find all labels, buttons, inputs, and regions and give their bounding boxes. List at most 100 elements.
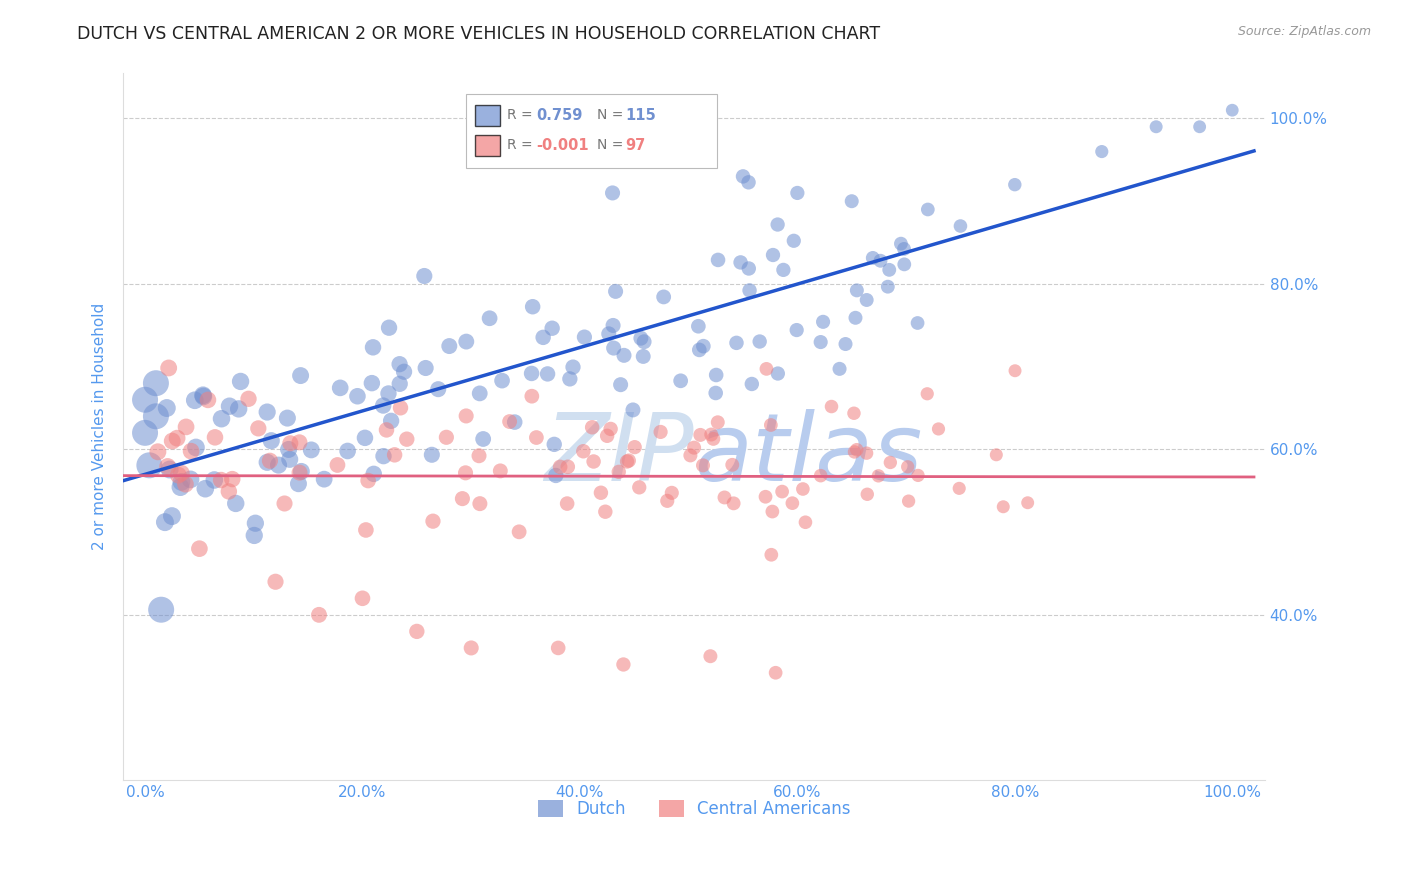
Point (204, 430, 226, 444)
Point (145, 376, 167, 391)
Point (170, 467, 193, 481)
Point (209, 473, 232, 487)
Point (897, 494, 920, 508)
Text: atlas: atlas (695, 409, 922, 500)
Point (738, 261, 761, 276)
Point (541, 321, 564, 335)
Point (755, 362, 778, 376)
Point (707, 252, 730, 267)
Point (907, 468, 929, 483)
Point (737, 175, 759, 189)
Point (692, 458, 714, 473)
Point (159, 462, 181, 476)
Point (193, 389, 215, 403)
Point (380, 414, 402, 428)
Text: DUTCH VS CENTRAL AMERICAN 2 OR MORE VEHICLES IN HOUSEHOLD CORRELATION CHART: DUTCH VS CENTRAL AMERICAN 2 OR MORE VEHI… (77, 25, 880, 43)
Point (346, 389, 368, 403)
Point (166, 431, 188, 445)
Point (772, 263, 794, 277)
Point (478, 311, 501, 326)
Point (605, 285, 627, 299)
Point (162, 434, 184, 448)
Point (613, 348, 636, 362)
Point (612, 657, 634, 672)
Point (582, 454, 605, 468)
Point (145, 409, 167, 424)
Point (628, 480, 651, 494)
Point (820, 400, 842, 414)
Point (290, 368, 312, 383)
Point (451, 491, 474, 506)
Point (869, 253, 891, 268)
Point (1144, 120, 1167, 134)
Point (766, 367, 789, 381)
Point (792, 482, 814, 496)
Point (762, 248, 785, 262)
Point (731, 169, 754, 184)
Point (562, 360, 585, 375)
Point (146, 444, 169, 458)
Point (388, 376, 411, 391)
Point (598, 326, 620, 341)
Point (439, 339, 461, 353)
Point (704, 368, 727, 382)
Point (783, 234, 806, 248)
Point (520, 389, 543, 403)
Point (907, 316, 929, 330)
Point (558, 372, 581, 386)
Point (993, 500, 1015, 514)
Point (702, 432, 724, 446)
Point (765, 665, 787, 680)
Point (427, 382, 450, 396)
Point (986, 448, 1008, 462)
Point (761, 504, 783, 518)
Point (845, 284, 868, 298)
Point (609, 377, 631, 392)
Point (434, 430, 457, 444)
Point (329, 381, 352, 395)
Point (229, 375, 252, 389)
Point (308, 607, 330, 622)
Point (595, 505, 617, 519)
Point (842, 406, 865, 420)
Point (498, 415, 520, 429)
Point (378, 320, 401, 334)
Point (548, 459, 571, 474)
Point (927, 422, 949, 436)
Point (877, 263, 900, 277)
Point (834, 337, 856, 351)
Point (692, 339, 714, 353)
Point (278, 436, 301, 450)
Point (557, 459, 579, 474)
Text: R =: R = (508, 109, 537, 122)
Point (589, 485, 612, 500)
Point (373, 449, 395, 463)
Point (357, 474, 380, 488)
Point (669, 374, 692, 388)
Point (326, 458, 349, 472)
Point (243, 528, 266, 542)
Point (156, 459, 179, 474)
Point (259, 454, 281, 468)
Point (657, 493, 679, 508)
Text: 97: 97 (626, 137, 645, 153)
Point (633, 334, 655, 349)
Point (472, 432, 495, 446)
Point (211, 411, 233, 425)
Point (508, 524, 530, 539)
Point (1220, 103, 1243, 118)
Text: R =: R = (508, 138, 537, 153)
Point (893, 257, 915, 271)
Point (596, 429, 619, 443)
Point (522, 300, 544, 314)
Point (621, 403, 644, 417)
Point (811, 315, 834, 329)
Point (238, 392, 260, 406)
Point (761, 548, 783, 562)
Point (607, 465, 630, 479)
Point (855, 446, 877, 460)
Point (844, 445, 866, 459)
Point (741, 376, 763, 391)
Point (352, 591, 374, 606)
Point (699, 649, 721, 664)
